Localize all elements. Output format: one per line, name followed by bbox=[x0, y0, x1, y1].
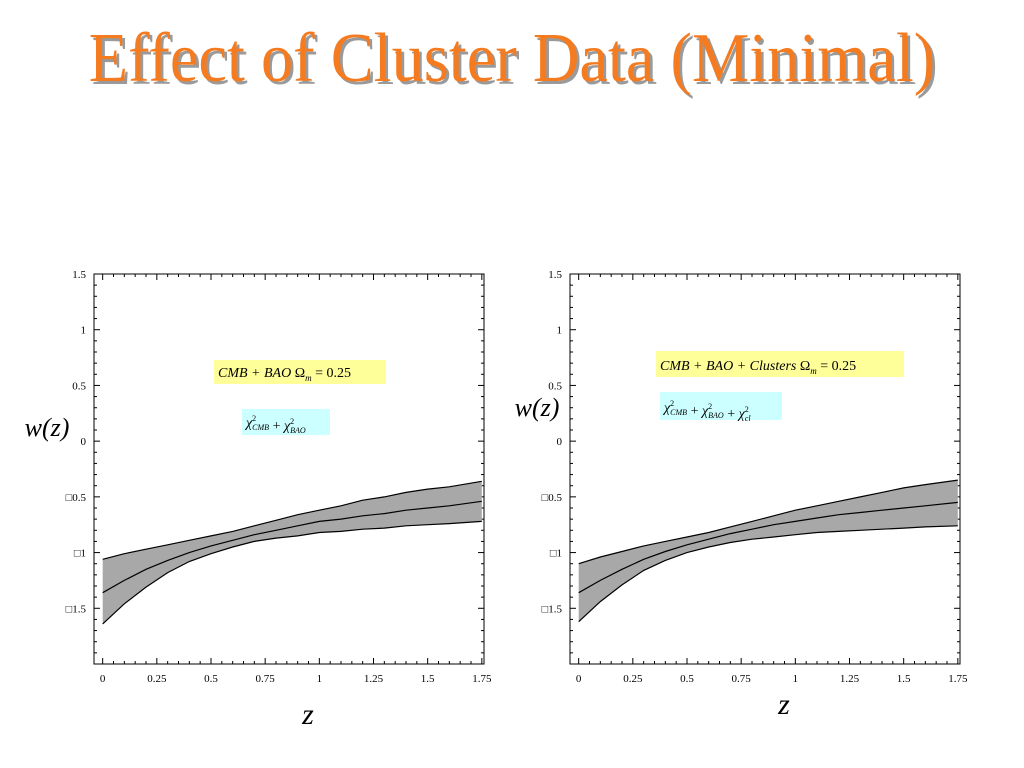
prior-label: CMB + BAO Ωm = 0.25 bbox=[218, 366, 351, 383]
x-tick-label: 1.75 bbox=[472, 673, 492, 685]
chart-left: 0 0.25 0.5 0.75 1 1.25 1.5 1.75 1.5 1 0.5 0 □0.5 □1 □1… bbox=[25, 269, 492, 731]
slide-title: Effect of Cluster Data (Minimal) bbox=[88, 20, 936, 97]
prior-label: CMB + BAO + Clusters Ωm = 0.25 bbox=[660, 359, 856, 376]
y-tick-label: 0 bbox=[557, 436, 563, 448]
y-tick-label: □0.5 bbox=[66, 492, 87, 504]
y-tick-label: 0.5 bbox=[72, 380, 86, 392]
chart-right: 0 0.25 0.5 0.75 1 1.25 1.5 1.75 1.5 1 0.5 0 □0.5 □1 □1… bbox=[515, 269, 968, 721]
chi-label: χ2 CMB + χ2 BAO bbox=[244, 414, 306, 435]
x-tick-label: 0.5 bbox=[204, 673, 218, 685]
prior-label-box bbox=[214, 360, 386, 384]
x-tick-label: 0 bbox=[576, 673, 582, 685]
y-tick-label: 1.5 bbox=[72, 269, 86, 281]
y-tick-label: □1.5 bbox=[66, 603, 87, 615]
y-tick-label: 1.5 bbox=[548, 269, 562, 281]
y-tick-label: □0.5 bbox=[542, 492, 563, 504]
plot-frame bbox=[93, 273, 485, 665]
prior-label-box bbox=[656, 351, 904, 377]
y-tick-label: □1.5 bbox=[542, 603, 563, 615]
x-tick-label: 1.5 bbox=[897, 673, 911, 685]
plot-frame bbox=[569, 273, 961, 665]
x-tick-label: 1.75 bbox=[948, 673, 968, 685]
y-axis-title: w(z) bbox=[515, 393, 560, 422]
x-axis-title: z bbox=[777, 688, 790, 721]
chi-label-box bbox=[660, 392, 782, 420]
upper-bound-line bbox=[102, 480, 482, 560]
lower-bound-line bbox=[102, 520, 482, 625]
y-tick-label: 0 bbox=[81, 436, 87, 448]
x-tick-label: 1.25 bbox=[840, 673, 860, 685]
confidence-band bbox=[102, 481, 482, 624]
best-fit-line bbox=[102, 500, 482, 594]
x-axis-title: z bbox=[301, 698, 314, 731]
upper-bound-line bbox=[578, 479, 958, 565]
chi-label-box bbox=[242, 409, 330, 435]
x-tick-label: 1.25 bbox=[364, 673, 384, 685]
lower-bound-line bbox=[578, 525, 958, 623]
x-tick-label: 0.75 bbox=[256, 673, 276, 685]
x-tick-label: 0.25 bbox=[623, 673, 643, 685]
x-tick-label: 1.5 bbox=[421, 673, 435, 685]
y-axis-title: w(z) bbox=[25, 413, 70, 442]
x-tick-label: 0.5 bbox=[680, 673, 694, 685]
confidence-band bbox=[578, 480, 958, 622]
y-tick-label: □1 bbox=[74, 548, 86, 560]
y-tick-label: 1 bbox=[557, 325, 563, 337]
x-tick-label: 0.25 bbox=[147, 673, 167, 685]
chi-label: χ2 CMB + χ2 BAO + χ2 cl bbox=[662, 399, 751, 423]
y-tick-label: 0.5 bbox=[548, 380, 562, 392]
x-tick-label: 0.75 bbox=[732, 673, 752, 685]
x-tick-label: 1 bbox=[317, 673, 323, 685]
y-tick-label: 1 bbox=[81, 325, 87, 337]
best-fit-line bbox=[578, 501, 958, 594]
x-tick-label: 1 bbox=[793, 673, 799, 685]
y-tick-label: □1 bbox=[550, 548, 562, 560]
x-tick-label: 0 bbox=[100, 673, 106, 685]
